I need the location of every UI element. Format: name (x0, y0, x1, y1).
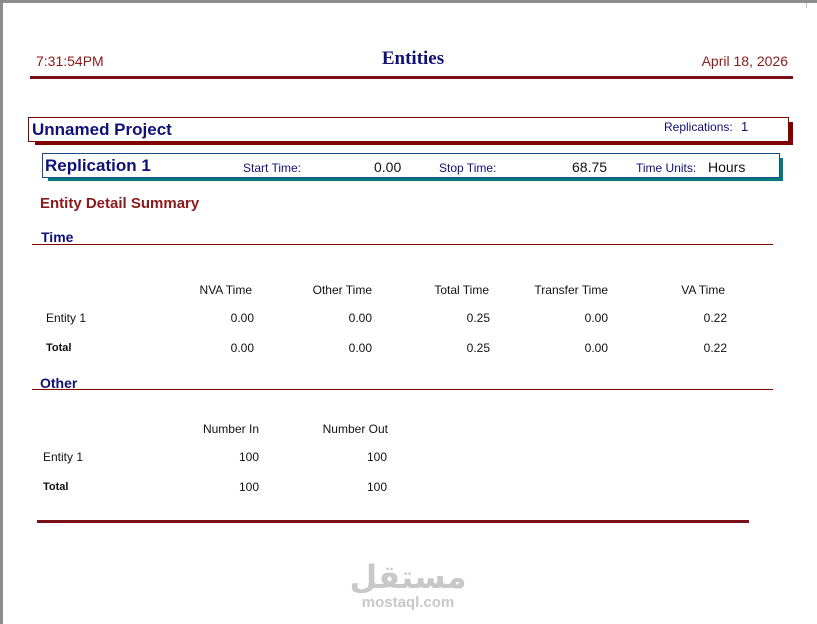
stop-time-value: 68.75 (572, 159, 608, 175)
stop-time-label: Stop Time: (439, 161, 497, 175)
table-cell: 0.00 (230, 311, 254, 325)
project-bar (28, 117, 789, 142)
table-cell: 0.22 (703, 311, 727, 325)
section-title: Entity Detail Summary (40, 195, 200, 212)
window-top-border (0, 0, 817, 3)
start-time-value: 0.00 (374, 159, 402, 175)
table-cell: 0.00 (348, 311, 372, 325)
time-section-divider (32, 244, 773, 245)
table-cell: 100 (238, 450, 259, 464)
row-label-total: Total (43, 481, 69, 493)
window-left-border (0, 0, 3, 624)
footer-divider (37, 520, 749, 523)
replications-value: 1 (741, 119, 749, 134)
table-cell: 100 (366, 450, 387, 464)
report-time: 7:31:54PM (36, 53, 104, 69)
column-header: Number In (202, 422, 259, 436)
time-section-title: Time (41, 229, 74, 245)
report-date: April 18, 2026 (701, 53, 788, 69)
column-header: VA Time (681, 283, 725, 297)
table-cell: 100 (366, 480, 387, 494)
table-cell: 0.00 (584, 341, 608, 355)
time-units-label: Time Units: (636, 161, 697, 175)
column-header: Other Time (312, 283, 372, 297)
column-header: Total Time (434, 283, 489, 297)
project-name: Unnamed Project (32, 120, 172, 139)
table-cell: 0.00 (348, 341, 372, 355)
table-cell: 0.00 (584, 311, 608, 325)
table-cell: 0.22 (703, 341, 727, 355)
table-cell: 100 (238, 480, 259, 494)
column-header: NVA Time (199, 283, 252, 297)
watermark-url: mostaql.com (361, 594, 455, 611)
window-corner (806, 3, 817, 8)
other-section-divider (32, 389, 773, 390)
row-label-total: Total (46, 342, 72, 354)
watermark-logo: مستقل (349, 559, 467, 595)
table-cell: 0.25 (466, 341, 490, 355)
other-section-title: Other (40, 375, 78, 391)
report-title: Entities (381, 48, 445, 69)
header-divider (30, 76, 793, 79)
row-label: Entity 1 (46, 311, 87, 325)
replication-bar (42, 153, 780, 178)
replication-name: Replication 1 (45, 156, 151, 175)
column-header: Transfer Time (534, 283, 608, 297)
column-header: Number Out (322, 422, 388, 436)
replications-label: Replications: (664, 120, 733, 134)
start-time-label: Start Time: (243, 161, 302, 175)
table-cell: 0.00 (230, 341, 254, 355)
time-units-value: Hours (708, 159, 746, 175)
row-label: Entity 1 (43, 450, 84, 464)
table-cell: 0.25 (466, 311, 490, 325)
